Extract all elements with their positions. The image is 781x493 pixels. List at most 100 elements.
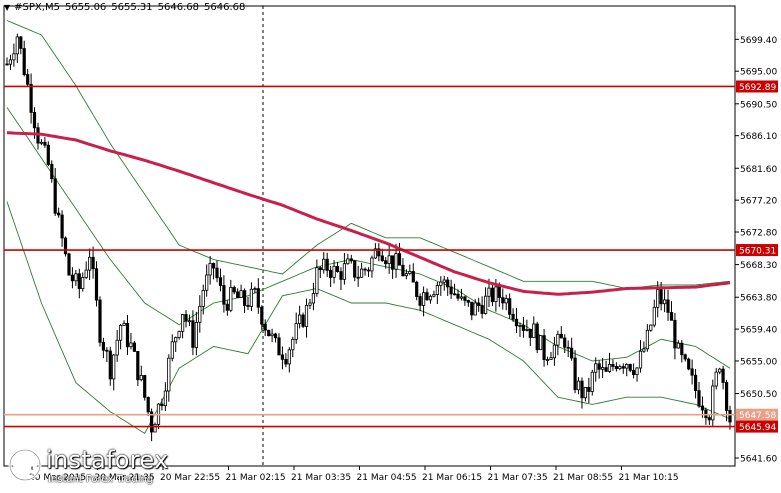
chart-header: ▼ #SPX,M5 5655.06 5655.31 5646.68 5646.68 bbox=[4, 2, 250, 13]
candle-body bbox=[676, 342, 681, 349]
candle-body bbox=[242, 290, 247, 306]
candle-body bbox=[174, 337, 178, 343]
price-tick-label: 5655.00 bbox=[740, 357, 777, 367]
candle-body bbox=[387, 255, 391, 265]
candle-body bbox=[108, 350, 112, 380]
time-tick-label: 21 Mar 02:15 bbox=[226, 473, 286, 483]
ohlc-low: 5646.68 bbox=[157, 2, 200, 13]
candle-body bbox=[91, 256, 95, 270]
level-price-label: 5692.89 bbox=[739, 83, 776, 93]
candle-body bbox=[432, 294, 436, 297]
candle-body bbox=[587, 386, 591, 392]
candle-body bbox=[656, 289, 660, 308]
candle-body bbox=[521, 324, 526, 331]
candle-body bbox=[39, 141, 44, 144]
symbol-label: #SPX,M5 bbox=[14, 2, 60, 13]
candle-body bbox=[301, 314, 305, 327]
candle-body bbox=[136, 350, 140, 381]
candle-body bbox=[239, 290, 243, 299]
candle-body bbox=[184, 314, 188, 322]
time-tick-label: 21 Mar 10:15 bbox=[619, 473, 679, 483]
candle-body bbox=[105, 349, 109, 352]
candle-body bbox=[404, 273, 409, 277]
price-tick-label: 5699.40 bbox=[740, 36, 777, 46]
price-tick-label: 5695.00 bbox=[740, 68, 777, 78]
candle-body bbox=[463, 296, 467, 301]
candle-body bbox=[583, 386, 588, 399]
candle-body bbox=[700, 405, 705, 411]
level-price-tag bbox=[736, 408, 778, 421]
candle-body bbox=[680, 342, 684, 356]
candle-body bbox=[139, 375, 143, 381]
candle-body bbox=[198, 305, 202, 323]
candle-body bbox=[246, 304, 250, 307]
dropdown-triangle-icon[interactable]: ▼ bbox=[4, 3, 11, 12]
candle-body bbox=[580, 380, 584, 399]
time-tick-label: 21 Mar 03:35 bbox=[291, 473, 351, 483]
candle-body bbox=[549, 357, 553, 360]
candle-body bbox=[456, 293, 460, 299]
candle-body bbox=[256, 288, 260, 308]
candle-body bbox=[473, 302, 477, 316]
candle-body bbox=[205, 274, 209, 291]
candle-body bbox=[249, 288, 253, 307]
candle-body bbox=[15, 36, 19, 55]
time-tick-label: 21 Mar 07:35 bbox=[488, 473, 548, 483]
candle-body bbox=[270, 333, 274, 337]
candle-body bbox=[718, 368, 722, 373]
candle-body bbox=[435, 285, 440, 295]
candle-body bbox=[439, 281, 443, 286]
candle-body bbox=[356, 276, 360, 279]
candle-body bbox=[518, 324, 522, 327]
candle-body bbox=[535, 323, 539, 351]
candle-body bbox=[308, 302, 312, 306]
candle-body bbox=[401, 264, 405, 277]
candle-body bbox=[67, 253, 71, 276]
candle-body bbox=[328, 269, 333, 278]
candle-body bbox=[260, 306, 264, 325]
candle-body bbox=[711, 385, 715, 421]
instaforex-logo: instaforex Instant Forex Trading bbox=[8, 446, 188, 488]
bollinger-upper-line bbox=[6, 20, 731, 289]
candle-body bbox=[335, 265, 340, 272]
candle-body bbox=[645, 329, 650, 350]
time-tick-label: 20 Mar 21:35 bbox=[95, 473, 155, 483]
candle-body bbox=[514, 318, 519, 327]
candle-body bbox=[70, 274, 74, 282]
candle-body bbox=[511, 313, 515, 320]
time-tick-label: 21 Mar 06:15 bbox=[422, 473, 482, 483]
candle-body bbox=[477, 302, 481, 306]
candle-body bbox=[418, 296, 422, 306]
candle-body bbox=[94, 268, 99, 301]
candle-body bbox=[704, 409, 708, 419]
price-tick-label: 5686.10 bbox=[740, 132, 777, 142]
candle-body bbox=[442, 279, 446, 283]
candle-body bbox=[604, 367, 608, 372]
candle-body bbox=[594, 363, 598, 373]
candle-body bbox=[690, 368, 694, 376]
logo-brand-text: instaforex bbox=[46, 446, 169, 474]
candle-body bbox=[201, 289, 205, 307]
candle-body bbox=[5, 63, 9, 66]
candle-body bbox=[146, 396, 150, 413]
candle-body bbox=[611, 363, 615, 367]
candle-body bbox=[101, 341, 105, 351]
ohlc-high: 5655.31 bbox=[111, 2, 153, 13]
candle-body bbox=[425, 292, 429, 301]
candle-body bbox=[353, 260, 357, 278]
candle-body bbox=[325, 258, 329, 271]
time-tick-label: 20 Mar 22:55 bbox=[160, 473, 220, 483]
candle-body bbox=[187, 320, 192, 323]
candle-body bbox=[280, 354, 285, 360]
candle-body bbox=[714, 371, 718, 387]
candle-body bbox=[277, 337, 281, 356]
candle-body bbox=[318, 267, 322, 271]
candle-body bbox=[725, 382, 729, 411]
candle-body bbox=[60, 214, 64, 239]
candle-body bbox=[466, 300, 470, 303]
candle-body bbox=[394, 253, 398, 270]
candle-body bbox=[563, 337, 567, 348]
candle-body bbox=[487, 287, 491, 297]
